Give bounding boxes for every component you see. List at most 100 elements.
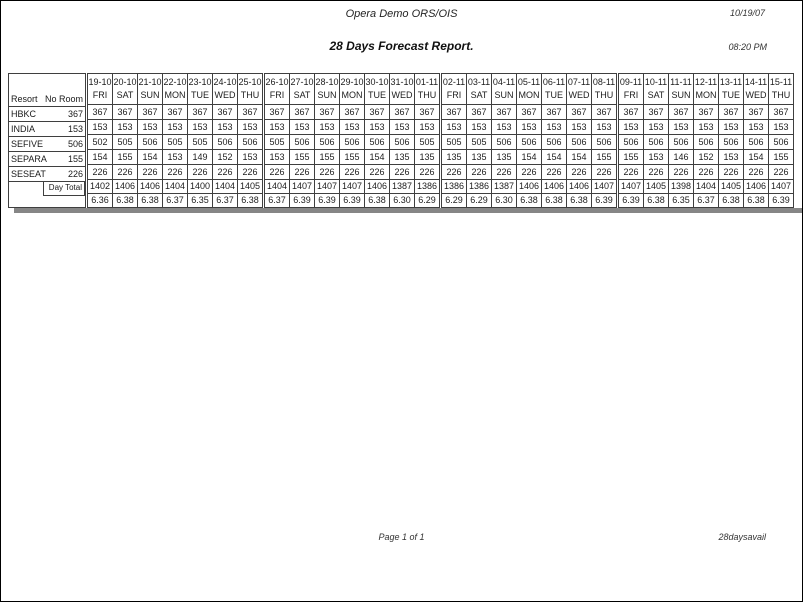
forecast-value-cell: 226 — [314, 164, 340, 180]
percentage-row: 6.36 6.38 6.38 6.37 6.35 6.37 6.38 — [87, 193, 263, 208]
percentage-cell: 6.38 — [718, 193, 744, 208]
date-column-header: 28-10 SUN — [314, 73, 340, 105]
day-total-label: Day Total — [43, 182, 85, 196]
date-column-header: 29-10 MON — [339, 73, 365, 105]
day-total-cell: 1398 — [668, 179, 694, 194]
date-column-header: 09-11 FRI — [618, 73, 644, 105]
date-column-header: 22-10 MON — [162, 73, 188, 105]
date-label: 04-11 — [492, 77, 516, 87]
date-label: 27-10 — [290, 77, 314, 87]
date-label: 21-10 — [138, 77, 162, 87]
date-label: 07-11 — [567, 77, 591, 87]
day-label: FRI — [623, 90, 639, 100]
forecast-row: 154 155 154 153 149 152 153 — [87, 149, 263, 165]
forecast-value-cell: 226 — [491, 164, 517, 180]
forecast-value-cell: 506 — [566, 134, 592, 150]
forecast-value-cell: 154 — [566, 149, 592, 165]
forecast-value-cell: 367 — [339, 104, 365, 120]
day-label: SAT — [293, 90, 311, 100]
day-total-row: 1404 1407 1407 1407 1406 1387 1386 — [264, 179, 440, 194]
day-total-cell: 1404 — [162, 179, 188, 194]
percentage-cell: 6.35 — [668, 193, 694, 208]
forecast-value-cell: 153 — [264, 149, 290, 165]
date-label: 30-10 — [365, 77, 389, 87]
forecast-value-cell: 367 — [237, 104, 263, 120]
date-column-header: 23-10 TUE — [187, 73, 213, 105]
resort-panel: Resort No Room HBKC 367 INDIA 153 SEFIVE 506 S… — [8, 73, 86, 208]
forecast-value-cell: 226 — [389, 164, 415, 180]
resort-name: SEFIVE — [11, 139, 44, 149]
day-label: THU — [594, 90, 614, 100]
forecast-value-cell: 226 — [187, 164, 213, 180]
forecast-value-cell: 226 — [289, 164, 315, 180]
forecast-value-cell: 367 — [466, 104, 492, 120]
forecast-row: 153 153 153 153 153 153 153 — [441, 119, 617, 135]
forecast-value-cell: 153 — [643, 149, 669, 165]
forecast-value-cell: 367 — [643, 104, 669, 120]
forecast-row: 135 135 135 154 154 154 155 — [441, 149, 617, 165]
forecast-row: 153 153 153 153 153 153 153 — [87, 119, 263, 135]
date-column-header: 04-11 SUN — [491, 73, 517, 105]
forecast-value-cell: 153 — [339, 119, 365, 135]
forecast-value-cell: 226 — [693, 164, 719, 180]
day-label: MON — [341, 90, 363, 100]
forecast-value-cell: 367 — [618, 104, 644, 120]
forecast-value-cell: 226 — [566, 164, 592, 180]
forecast-value-cell: 226 — [591, 164, 617, 180]
day-total-cell: 1386 — [414, 179, 440, 194]
forecast-value-cell: 505 — [414, 134, 440, 150]
report-time: 08:20 PM — [728, 42, 767, 52]
forecast-grid: 19-10 FRI 20-10 SAT 21-10 SUN 22-10 MON 23-10 TUE… — [87, 73, 794, 208]
percentage-row: 6.37 6.39 6.39 6.39 6.38 6.30 6.29 — [264, 193, 440, 208]
week-table: 26-10 FRI 27-10 SAT 28-10 SUN 29-10 MON 30-10 TUE… — [264, 73, 440, 208]
date-label: 01-11 — [415, 77, 439, 87]
forecast-row: 226 226 226 226 226 226 226 — [264, 164, 440, 180]
no-room-value: 153 — [67, 124, 83, 134]
day-label: TUE — [368, 90, 386, 100]
forecast-value-cell: 506 — [314, 134, 340, 150]
forecast-value-cell: 153 — [718, 119, 744, 135]
forecast-value-cell: 505 — [162, 134, 188, 150]
date-column-header: 05-11 MON — [516, 73, 542, 105]
date-label: 28-10 — [315, 77, 339, 87]
resort-column-header: Resort — [11, 94, 38, 104]
forecast-value-cell: 506 — [491, 134, 517, 150]
forecast-value-cell: 153 — [516, 119, 542, 135]
day-label: TUE — [545, 90, 563, 100]
no-room-value: 367 — [67, 109, 83, 119]
forecast-row: 367 367 367 367 367 367 367 — [618, 104, 794, 120]
report-code: 28daysavail — [718, 532, 766, 542]
forecast-value-cell: 226 — [87, 164, 113, 180]
day-label: SAT — [470, 90, 488, 100]
forecast-value-cell: 153 — [743, 119, 769, 135]
forecast-value-cell: 506 — [718, 134, 744, 150]
forecast-value-cell: 154 — [516, 149, 542, 165]
day-total-cell: 1386 — [466, 179, 492, 194]
day-total-cell: 1407 — [314, 179, 340, 194]
date-column-header: 19-10 FRI — [87, 73, 113, 105]
forecast-row: 153 155 155 155 154 135 135 — [264, 149, 440, 165]
day-label: WED — [391, 90, 413, 100]
forecast-value-cell: 367 — [289, 104, 315, 120]
forecast-value-cell: 152 — [212, 149, 238, 165]
day-total-cell: 1405 — [718, 179, 744, 194]
forecast-value-cell: 154 — [364, 149, 390, 165]
forecast-row: 226 226 226 226 226 226 226 — [441, 164, 617, 180]
date-column-header: 14-11 WED — [743, 73, 769, 105]
date-column-header: 02-11 FRI — [441, 73, 467, 105]
forecast-value-cell: 367 — [541, 104, 567, 120]
forecast-value-cell: 153 — [414, 119, 440, 135]
date-label: 12-11 — [694, 77, 718, 87]
forecast-value-cell: 153 — [87, 119, 113, 135]
date-column-header: 13-11 TUE — [718, 73, 744, 105]
forecast-value-cell: 226 — [768, 164, 794, 180]
day-total-label-row: Day Total — [9, 182, 85, 196]
forecast-value-cell: 153 — [491, 119, 517, 135]
forecast-value-cell: 226 — [212, 164, 238, 180]
forecast-value-cell: 506 — [668, 134, 694, 150]
day-total-cell: 1404 — [264, 179, 290, 194]
forecast-value-cell: 153 — [264, 119, 290, 135]
forecast-row: 153 153 153 153 153 153 153 — [618, 119, 794, 135]
percentage-cell: 6.38 — [743, 193, 769, 208]
forecast-value-cell: 367 — [566, 104, 592, 120]
